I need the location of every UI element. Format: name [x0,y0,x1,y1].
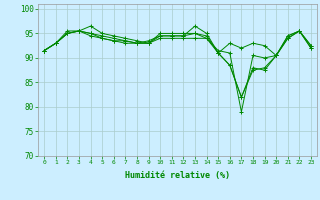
X-axis label: Humidité relative (%): Humidité relative (%) [125,171,230,180]
